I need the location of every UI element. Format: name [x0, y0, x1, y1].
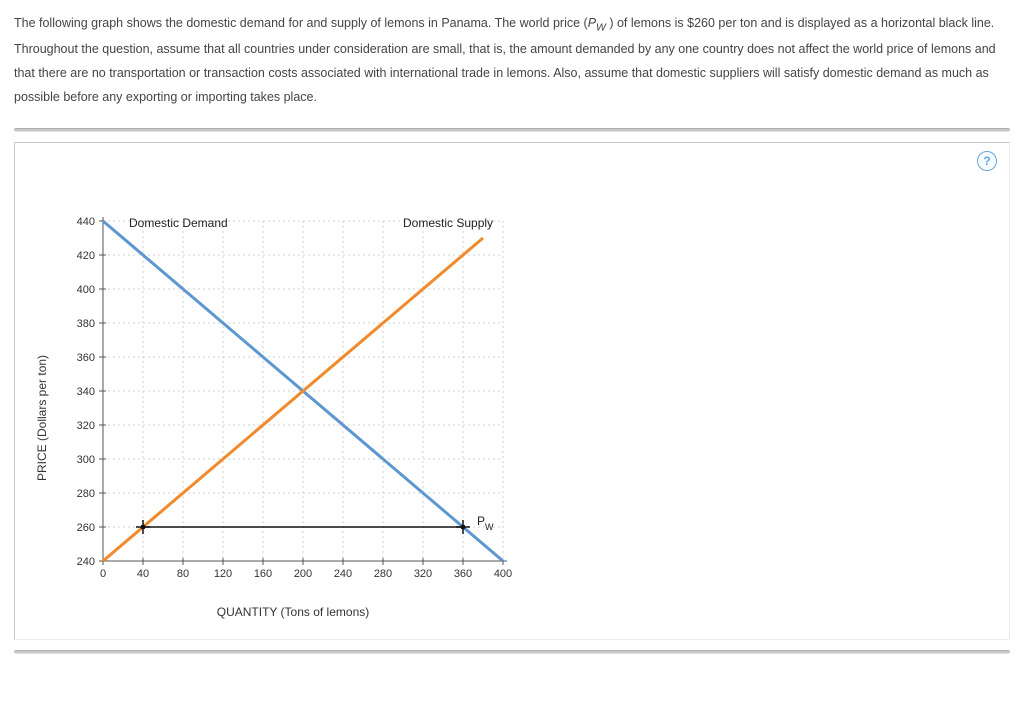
- supply-line: [103, 238, 483, 561]
- svg-text:240: 240: [334, 568, 352, 580]
- x-axis-label: QUANTITY (Tons of lemons): [63, 605, 523, 619]
- svg-text:400: 400: [494, 568, 512, 580]
- svg-text:320: 320: [414, 568, 432, 580]
- svg-text:380: 380: [77, 318, 95, 330]
- chart-panel: ? PRICE (Dollars per ton) 240 260 280 300 32…: [14, 142, 1010, 640]
- svg-text:360: 360: [454, 568, 472, 580]
- section-divider-top: [14, 128, 1010, 132]
- svg-text:260: 260: [77, 522, 95, 534]
- svg-text:440: 440: [77, 216, 95, 228]
- svg-text:0: 0: [100, 568, 106, 580]
- help-button[interactable]: ?: [977, 151, 997, 171]
- intro-text-a: The following graph shows the domestic d…: [14, 16, 588, 30]
- svg-text:400: 400: [77, 284, 95, 296]
- supply-demand-chart[interactable]: 240 260 280 300 320 340 360 380 400 420 440 0 40 80 12…: [43, 201, 563, 601]
- svg-text:80: 80: [177, 568, 189, 580]
- demand-label: Domestic Demand: [129, 216, 228, 230]
- supply-label: Domestic Supply: [403, 216, 493, 230]
- svg-text:420: 420: [77, 250, 95, 262]
- svg-text:200: 200: [294, 568, 312, 580]
- y-axis-label: PRICE (Dollars per ton): [35, 355, 49, 481]
- svg-text:40: 40: [137, 568, 149, 580]
- svg-text:300: 300: [77, 454, 95, 466]
- svg-text:360: 360: [77, 352, 95, 364]
- svg-text:280: 280: [374, 568, 392, 580]
- svg-text:340: 340: [77, 386, 95, 398]
- svg-text:280: 280: [77, 488, 95, 500]
- svg-text:160: 160: [254, 568, 272, 580]
- svg-text:240: 240: [77, 556, 95, 568]
- section-divider-bottom: [14, 650, 1010, 654]
- svg-text:120: 120: [214, 568, 232, 580]
- pw-symbol: PW: [588, 16, 606, 30]
- svg-text:320: 320: [77, 420, 95, 432]
- chart-area: PRICE (Dollars per ton) 2402602803003203…: [43, 201, 999, 619]
- question-intro: The following graph shows the domestic d…: [14, 12, 1010, 110]
- pw-label: PW: [477, 514, 494, 532]
